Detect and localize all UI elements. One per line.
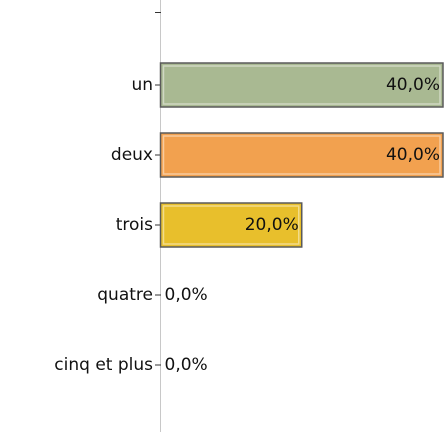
bar — [159, 132, 444, 178]
y-tick-label: trois — [116, 215, 153, 235]
bar-bevel — [162, 65, 441, 105]
bar-bevel — [162, 205, 300, 245]
value-label: 40,0% — [386, 75, 440, 95]
value-label: 0,0% — [165, 355, 208, 375]
y-tick-label: deux — [111, 145, 153, 165]
value-label: 20,0% — [245, 215, 299, 235]
value-label: 40,0% — [386, 145, 440, 165]
y-tick-label: quatre — [97, 285, 153, 305]
value-label: 0,0% — [165, 285, 208, 305]
bar — [159, 62, 444, 108]
bar-bevel — [162, 135, 441, 175]
y-tick-label: un — [131, 75, 153, 95]
bar — [159, 202, 303, 248]
y-tick-label: cinq et plus — [54, 355, 153, 375]
